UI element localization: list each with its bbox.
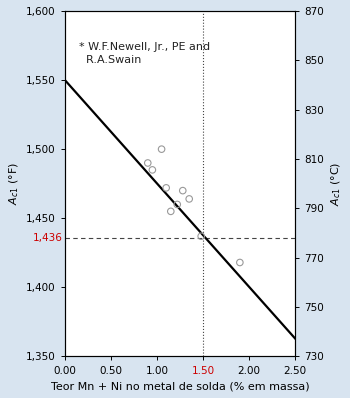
Text: 1,436: 1,436: [33, 232, 63, 243]
Point: [237, 259, 243, 266]
Point: [187, 196, 192, 202]
Point: [163, 185, 169, 191]
Point: [180, 187, 186, 194]
Point: [198, 233, 204, 240]
Point: [159, 146, 164, 152]
Y-axis label: $A_{c1}$ (°C): $A_{c1}$ (°C): [329, 162, 343, 206]
X-axis label: Teor Mn + Ni no metal de solda (% em massa): Teor Mn + Ni no metal de solda (% em mas…: [51, 381, 309, 391]
Point: [281, 370, 287, 376]
Point: [174, 201, 180, 208]
Point: [145, 160, 150, 166]
Text: * W.F.Newell, Jr., PE and
  R.A.Swain: * W.F.Newell, Jr., PE and R.A.Swain: [79, 42, 210, 65]
Point: [149, 167, 155, 173]
Point: [168, 208, 174, 215]
Y-axis label: $A_{c1}$ (°F): $A_{c1}$ (°F): [7, 162, 21, 205]
